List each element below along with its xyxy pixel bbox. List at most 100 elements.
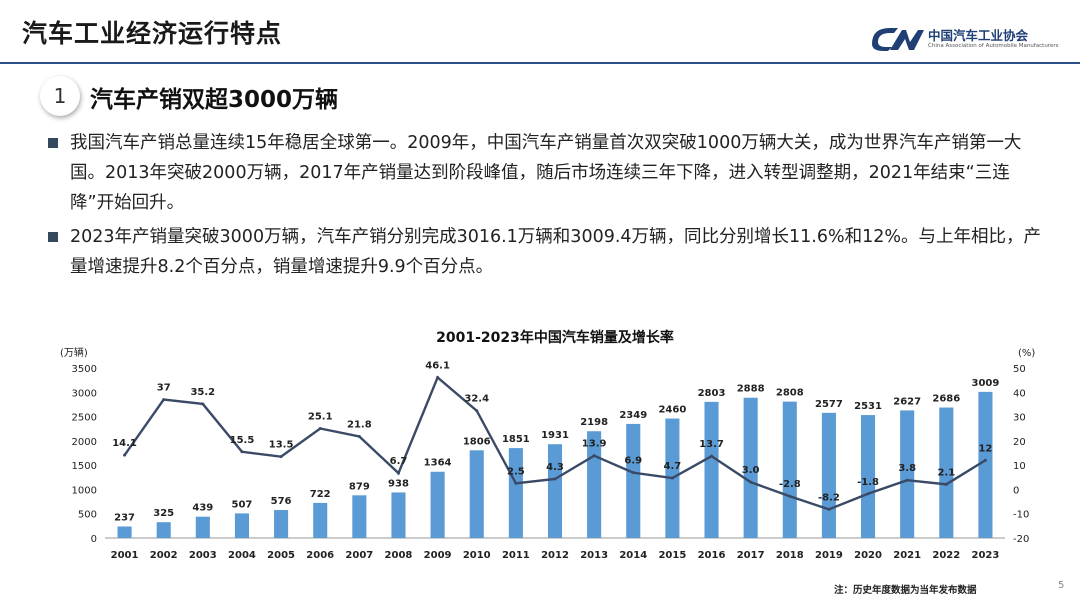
line-value-label: 12	[978, 443, 992, 454]
line-value-label: 37	[157, 383, 171, 394]
sales-bar	[430, 471, 445, 538]
y2-tick-label: -10	[1013, 510, 1029, 521]
line-value-label: 13.9	[582, 439, 607, 450]
line-value-label: 4.7	[664, 461, 682, 472]
bar-value-label: 576	[271, 496, 292, 507]
x-tick-label: 2019	[815, 550, 843, 561]
sales-bar	[313, 502, 328, 538]
sales-bar	[195, 516, 210, 538]
x-tick-label: 2002	[150, 550, 178, 561]
sales-bar	[508, 448, 523, 538]
x-tick-label: 2007	[345, 550, 373, 561]
line-value-label: 2.5	[507, 466, 525, 477]
bar-value-label: 237	[114, 512, 135, 523]
y-tick-label: 1000	[72, 485, 97, 496]
bar-value-label: 2888	[737, 384, 765, 395]
y2-tick-label: 20	[1013, 437, 1026, 448]
sales-bar	[939, 407, 954, 538]
growth-rate-point	[905, 478, 909, 482]
y-axis-label: (万辆)	[60, 346, 88, 359]
growth-rate-point	[788, 494, 792, 498]
bar-value-label: 2198	[580, 417, 608, 428]
sales-bar	[391, 492, 406, 538]
bullet-item: 我国汽车产销总量连续15年稳居全球第一。2009年，中国汽车产销量首次双突破10…	[48, 128, 1048, 218]
sales-bar	[234, 513, 249, 538]
growth-rate-point	[436, 375, 440, 379]
x-tick-label: 2011	[502, 550, 530, 561]
footnote: 注：历史年度数据为当年发布数据	[834, 585, 977, 596]
line-value-label: 6.9	[624, 456, 642, 467]
section-number: 1	[40, 76, 80, 116]
growth-rate-point	[592, 454, 596, 458]
bar-value-label: 2627	[893, 396, 921, 407]
x-tick-label: 2015	[658, 550, 686, 561]
x-tick-label: 2010	[463, 550, 491, 561]
bar-value-label: 2803	[698, 388, 726, 399]
line-value-label: -8.2	[818, 492, 840, 503]
line-value-label: 2.1	[937, 467, 955, 478]
square-bullet-icon	[48, 232, 58, 242]
x-tick-label: 2023	[972, 550, 1000, 561]
growth-rate-point	[240, 450, 244, 454]
growth-rate-point	[201, 402, 205, 406]
growth-rate-point	[318, 426, 322, 430]
sales-bar	[274, 510, 289, 538]
sales-bar	[626, 423, 641, 538]
page-number: 5	[1058, 580, 1065, 591]
line-value-label: 35.2	[190, 387, 215, 398]
growth-rate-point	[631, 471, 635, 475]
line-value-label: 13.7	[699, 439, 724, 450]
line-value-label: 21.8	[347, 419, 372, 430]
bullet-item: 2023年产销量突破3000万辆，汽车产销分别完成3016.1万辆和3009.4…	[48, 222, 1048, 282]
line-value-label: -1.8	[857, 477, 879, 488]
bar-value-label: 2460	[658, 405, 686, 416]
sales-bar	[861, 415, 876, 538]
bar-value-label: 507	[232, 499, 253, 510]
growth-rate-point	[162, 398, 166, 402]
line-value-label: 25.1	[308, 411, 333, 422]
sales-bar	[900, 410, 915, 538]
sales-bar	[156, 522, 171, 538]
growth-rate-point	[944, 482, 948, 486]
y-tick-label: 1500	[72, 461, 97, 472]
bar-value-label: 879	[349, 481, 370, 492]
y2-tick-label: 10	[1013, 461, 1026, 472]
bar-value-label: 439	[192, 503, 213, 514]
growth-rate-point	[670, 476, 674, 480]
logo-name: 中国汽车工业协会	[928, 28, 1029, 43]
y-tick-label: 3000	[72, 388, 97, 399]
bar-value-label: 2349	[619, 410, 647, 421]
bar-value-label: 938	[388, 478, 409, 489]
line-value-label: 15.5	[230, 435, 255, 446]
sales-bar	[117, 526, 132, 538]
bar-value-label: 722	[310, 489, 331, 500]
x-tick-label: 2017	[737, 550, 765, 561]
line-value-label: 4.3	[546, 462, 564, 473]
x-tick-label: 2006	[306, 550, 334, 561]
growth-rate-point	[983, 458, 987, 462]
square-bullet-icon	[48, 138, 58, 148]
x-tick-label: 2014	[619, 550, 647, 561]
y2-tick-label: 50	[1013, 364, 1026, 375]
bar-value-label: 2808	[776, 388, 804, 399]
growth-rate-point	[279, 455, 283, 459]
line-value-label: 3.0	[742, 465, 760, 476]
sales-bar	[704, 401, 719, 538]
line-value-label: -2.8	[779, 479, 801, 490]
x-tick-label: 2022	[932, 550, 960, 561]
bullet-list: 我国汽车产销总量连续15年稳居全球第一。2009年，中国汽车产销量首次双突破10…	[48, 128, 1048, 286]
x-tick-label: 2004	[228, 550, 256, 561]
bar-value-label: 1931	[541, 430, 569, 441]
y2-tick-label: 30	[1013, 413, 1026, 424]
y-tick-label: 3500	[72, 364, 97, 375]
sales-growth-chart: 2001-2023年中国汽车销量及增长率 (万辆) (%) 0500100015…	[60, 329, 1035, 561]
line-value-label: 14.1	[112, 438, 137, 449]
y-tick-label: 2500	[72, 413, 97, 424]
title-bar: 汽车工业经济运行特点 中国汽车工业协会 China Association of…	[0, 0, 1080, 64]
bullet-text: 2023年产销量突破3000万辆，汽车产销分别完成3016.1万辆和3009.4…	[70, 227, 1042, 277]
growth-rate-point	[827, 507, 831, 511]
y-tick-label: 2000	[72, 437, 97, 448]
caam-logo-icon	[872, 28, 924, 51]
bar-value-label: 2686	[932, 394, 960, 405]
bar-value-label: 2531	[854, 401, 882, 412]
